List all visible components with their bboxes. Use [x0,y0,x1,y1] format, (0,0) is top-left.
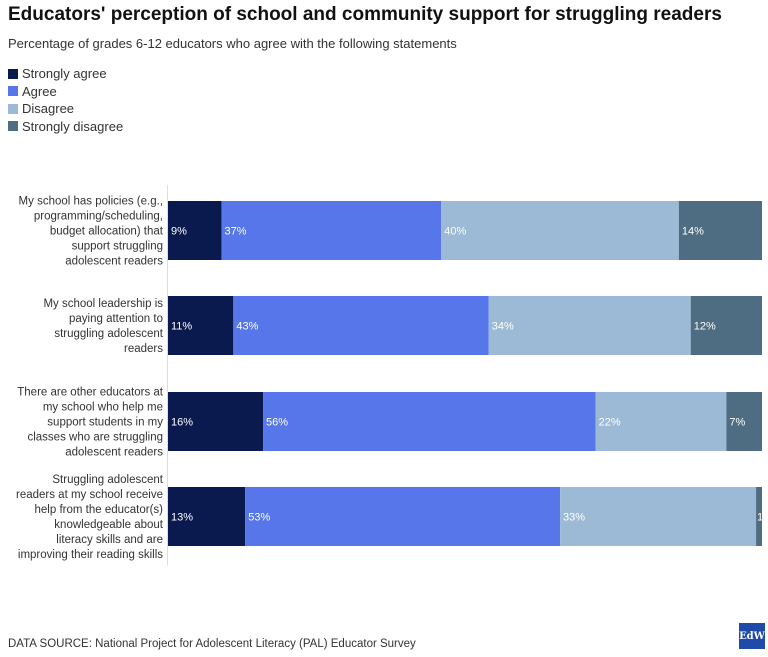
bar-segment-strongly-agree-1 [168,201,222,260]
category-label-line: struggling adolescent [54,328,163,340]
category-label-line: my school who help me [43,402,163,414]
category-label-3: There are other educators at my school wh… [17,387,164,459]
bar-segment-strongly-disagree-4 [756,487,762,546]
legend-swatch [8,103,18,114]
category-label-line: knowledgeable about [54,519,164,531]
legend-swatch [8,121,18,132]
bar-value-label: 7% [729,417,745,429]
category-label-line: readers [124,343,163,355]
category-label-line: My school leadership is [43,298,163,310]
bar-segment-agree-4 [245,487,561,546]
category-label-line: improving their reading skills [18,549,163,561]
chart-title: Educators' perception of school and comm… [8,4,722,25]
bar-value-label: 13% [171,512,193,524]
category-label-line: budget allocation) that [50,226,164,238]
category-label-line: adolescent readers [65,256,163,268]
category-label-1: My school has policies (e.g., programming… [19,196,164,268]
category-label-line: classes who are struggling [27,432,163,444]
bar-value-label: 22% [599,417,621,429]
legend-label: Agree [22,83,57,99]
bar-value-label: 14% [682,226,704,238]
bar-value-label: 40% [444,226,466,238]
bar-value-label: 9% [171,226,187,238]
edweek-logo: EdW [739,623,765,649]
chart-subtitle: Percentage of grades 6-12 educators who … [8,36,457,51]
legend-item-strongly-disagree: Strongly disagree [8,118,123,136]
bar-value-label: 12% [694,321,716,333]
bar-segment-strongly-disagree-3 [726,392,762,451]
bar-segment-strongly-agree-4 [168,487,246,546]
legend-item-strongly-agree: Strongly agree [8,65,123,83]
bar-segment-strongly-agree-2 [168,296,234,355]
legend-swatch [8,68,18,79]
bar-segment-strongly-agree-3 [168,392,264,451]
legend-label: Strongly agree [22,66,107,82]
bar-value-label: 16% [171,417,193,429]
category-label-line: adolescent readers [65,447,163,459]
bar-segment-disagree-3 [595,392,727,451]
bar-value-label: 1% [757,512,768,524]
legend-swatch [8,86,18,97]
category-label-line: There are other educators at [17,387,164,399]
category-label-line: literacy skills and are [56,534,163,546]
category-label-line: Struggling adolescent [52,474,163,486]
bar-segment-agree-1 [221,201,442,260]
stacked-bar-chart: My school has policies (e.g., programming… [16,185,768,565]
legend-item-agree: Agree [8,83,123,101]
bar-segment-strongly-disagree-1 [678,201,762,260]
bar-value-label: 37% [224,226,246,238]
bar-value-label: 11% [171,321,192,333]
category-label-2: My school leadership is paying attention … [43,298,163,355]
legend-item-disagree: Disagree [8,100,123,118]
category-label-line: paying attention to [69,313,163,325]
bar-value-label: 43% [236,321,258,333]
legend-label: Strongly disagree [22,118,124,134]
category-label-line: My school has policies (e.g., [19,196,163,208]
category-label-line: programming/scheduling, [34,211,163,223]
bar-segment-agree-2 [233,296,489,355]
bar-value-label: 53% [248,512,270,524]
bar-segment-disagree-4 [560,487,757,546]
bar-segment-disagree-2 [488,296,691,355]
category-label-4: Struggling adolescent readers at my schoo… [16,474,164,561]
data-source-note: DATA SOURCE: National Project for Adoles… [8,638,416,650]
bar-value-label: 56% [266,417,288,429]
category-label-line: support struggling [72,241,163,253]
bar-value-label: 34% [492,321,514,333]
legend: Strongly agree Agree Disagree Strongly disa… [8,65,123,135]
bar-segment-disagree-1 [441,201,679,260]
bar-segment-strongly-disagree-2 [690,296,762,355]
legend-label: Disagree [22,101,75,117]
category-label-line: support students in my [47,417,163,429]
category-label-line: readers at my school receive [16,489,163,501]
category-label-line: help from the educator(s) [35,504,164,516]
bar-segment-agree-3 [263,392,596,451]
bar-value-label: 33% [563,512,585,524]
